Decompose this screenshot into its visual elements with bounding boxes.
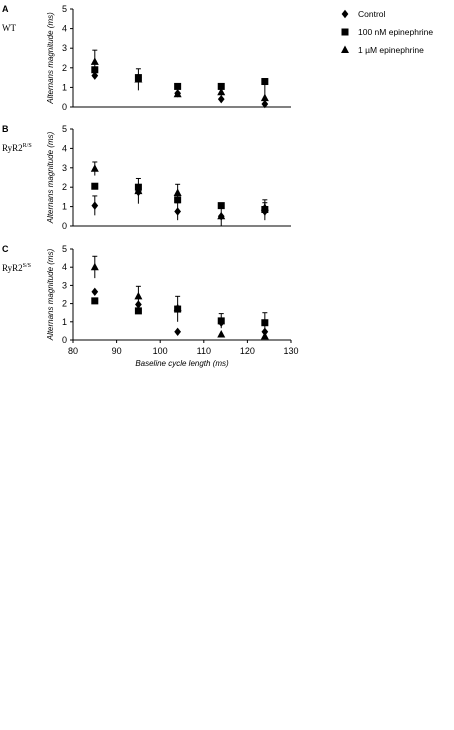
y-axis-label: Alternans magnitude (ms) bbox=[46, 12, 55, 105]
series-square bbox=[91, 295, 269, 333]
y-tick-label: 1 bbox=[62, 202, 67, 212]
data-point-square bbox=[217, 317, 225, 325]
y-tick-label: 4 bbox=[62, 24, 67, 34]
data-point-triangle bbox=[260, 203, 269, 211]
data-point-triangle bbox=[134, 186, 143, 195]
chart-panels: A WT 0 1 2 3 4 5 Alternans magnitude (ms) B RyR2R/… bbox=[2, 4, 299, 368]
data-point-square bbox=[134, 307, 142, 315]
y-tick-label: 1 bbox=[62, 317, 67, 327]
panel-letter: A bbox=[2, 4, 9, 14]
data-point-triangle bbox=[90, 57, 99, 65]
data-point-diamond bbox=[91, 201, 99, 210]
y-axis-label: Alternans magnitude (ms) bbox=[46, 248, 55, 341]
x-tick-label: 80 bbox=[68, 346, 78, 356]
panel-C: C RyR2S/S 0 1 2 3 4 5 Alternans magnitude (ms) 80… bbox=[2, 244, 299, 368]
y-tick-label: 0 bbox=[62, 221, 67, 231]
y-tick-label: 0 bbox=[62, 335, 67, 345]
data-point-triangle bbox=[173, 89, 182, 98]
genotype-label: RyR2S/S bbox=[2, 263, 31, 273]
x-tick-label: 110 bbox=[197, 346, 211, 356]
series-square bbox=[91, 182, 269, 214]
legend-marker-triangle bbox=[341, 45, 349, 53]
legend-marker-square bbox=[341, 28, 349, 36]
data-point-triangle bbox=[260, 331, 269, 340]
legend-label: 100 nM epinephrine bbox=[358, 27, 433, 37]
data-point-triangle bbox=[217, 211, 226, 220]
y-tick-label: 2 bbox=[62, 63, 67, 73]
data-point-triangle bbox=[134, 75, 143, 83]
data-point-triangle bbox=[173, 188, 182, 197]
y-tick-label: 5 bbox=[62, 124, 67, 134]
y-tick-label: 5 bbox=[62, 4, 67, 14]
panel-letter: C bbox=[2, 244, 9, 254]
data-point-diamond bbox=[91, 71, 99, 80]
y-tick-label: 3 bbox=[62, 43, 67, 53]
data-point-square bbox=[261, 319, 269, 327]
y-tick-label: 5 bbox=[62, 244, 67, 254]
series-triangle bbox=[90, 255, 269, 340]
legend-label: Control bbox=[358, 9, 386, 19]
genotype-label: RyR2R/S bbox=[2, 143, 32, 153]
data-point-square bbox=[91, 297, 99, 305]
data-point-square bbox=[91, 182, 99, 190]
x-tick-label: 120 bbox=[240, 346, 255, 356]
data-point-triangle bbox=[217, 87, 226, 96]
data-point-triangle bbox=[134, 291, 143, 300]
y-tick-label: 0 bbox=[62, 102, 67, 112]
data-point-diamond bbox=[174, 327, 181, 337]
x-tick-label: 100 bbox=[153, 346, 168, 356]
genotype-label: WT bbox=[2, 23, 16, 33]
legend-marker-diamond bbox=[341, 9, 349, 19]
y-tick-label: 4 bbox=[62, 143, 67, 153]
panel-B: B RyR2R/S 0 1 2 3 4 5 Alternans magnitude (ms) bbox=[2, 124, 291, 231]
y-tick-label: 2 bbox=[62, 182, 67, 192]
data-point-triangle bbox=[173, 303, 182, 312]
data-point-triangle bbox=[260, 93, 269, 102]
y-tick-label: 1 bbox=[62, 82, 67, 92]
y-tick-label: 3 bbox=[62, 280, 67, 290]
y-tick-label: 2 bbox=[62, 299, 67, 309]
series-square bbox=[91, 66, 269, 90]
panel-A: A WT 0 1 2 3 4 5 Alternans magnitude (ms) bbox=[2, 4, 291, 112]
x-axis-label: Baseline cycle length (ms) bbox=[135, 359, 229, 368]
data-point-square bbox=[217, 82, 225, 90]
series-triangle bbox=[90, 161, 269, 226]
data-point-diamond bbox=[217, 94, 225, 104]
data-point-triangle bbox=[90, 262, 99, 271]
data-point-diamond bbox=[91, 287, 99, 296]
x-tick-label: 130 bbox=[283, 346, 298, 356]
legend: Control 100 nM epinephrine 1 µM epinephrin… bbox=[341, 9, 433, 55]
y-tick-label: 3 bbox=[62, 163, 67, 173]
series-triangle bbox=[90, 49, 269, 107]
panel-letter: B bbox=[2, 124, 9, 134]
legend-label: 1 µM epinephrine bbox=[358, 45, 424, 55]
data-point-square bbox=[174, 82, 182, 90]
data-point-square bbox=[217, 202, 225, 210]
y-tick-label: 4 bbox=[62, 262, 67, 272]
data-point-triangle bbox=[217, 330, 226, 338]
data-point-diamond bbox=[174, 207, 181, 216]
y-axis-label: Alternans magnitude (ms) bbox=[46, 131, 55, 224]
data-point-triangle bbox=[90, 164, 99, 172]
x-tick-label: 90 bbox=[112, 346, 122, 356]
